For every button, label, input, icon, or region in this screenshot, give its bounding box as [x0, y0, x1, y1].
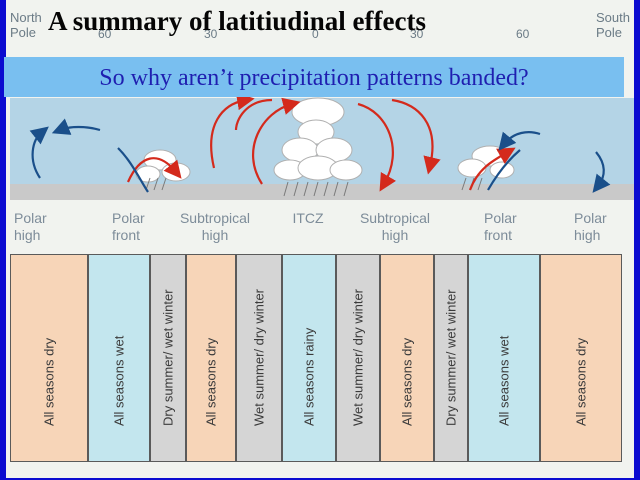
warm-air-arrows: [126, 92, 516, 192]
zone-bar: Wet summer/ dry winter: [236, 254, 282, 462]
itcz-rain: [283, 181, 349, 197]
zone-bar: All seasons wet: [88, 254, 150, 462]
zone-label: Dry summer/ wet winter: [443, 289, 459, 426]
latitude-tick: 30: [204, 27, 218, 41]
zone-label: All seasons rainy: [301, 327, 317, 426]
pressure-label-subtropical-high: Subtropical high: [359, 210, 431, 243]
pressure-label-polar-high: Polar high: [14, 210, 47, 243]
slide-title: A summary of latitiudinal effects: [48, 6, 426, 36]
zone-bar: Dry summer/ wet winter: [150, 254, 186, 462]
zone-bar: Wet summer/ dry winter: [336, 254, 380, 462]
zone-label: All seasons dry: [573, 337, 589, 426]
zone-bar: All seasons dry: [186, 254, 236, 462]
south-front-cloud: [457, 145, 515, 179]
pressure-label-itcz: ITCZ: [292, 210, 324, 226]
itcz-cloud: [273, 97, 363, 181]
climate-zone-bars: All seasons dry All seasons wet Dry summ…: [10, 254, 626, 462]
zone-bar: All seasons dry: [10, 254, 88, 462]
zone-bar: All seasons dry: [540, 254, 622, 462]
north-front-cloud: [135, 149, 191, 183]
north-pole-label: North Pole: [10, 10, 42, 40]
zone-label: All seasons dry: [399, 337, 415, 426]
zone-bar: All seasons wet: [468, 254, 540, 462]
zone-label: All seasons dry: [41, 337, 57, 426]
zone-label: All seasons wet: [111, 335, 127, 426]
question-banner: So why aren’t precipitation patterns ban…: [4, 57, 624, 97]
zone-label: Dry summer/ wet winter: [160, 289, 176, 426]
zone-bar: All seasons dry: [380, 254, 434, 462]
south-pole-label: South Pole: [596, 10, 630, 40]
zone-bar: Dry summer/ wet winter: [434, 254, 468, 462]
latitude-tick: 60: [98, 27, 112, 41]
pressure-label-polar-front: Polar front: [484, 210, 517, 243]
latitude-tick: 60: [516, 27, 530, 41]
zone-label: Wet summer/ dry winter: [251, 288, 267, 426]
zone-label: All seasons dry: [203, 337, 219, 426]
cold-air-arrows: [29, 118, 611, 193]
pressure-label-polar-high: Polar high: [574, 210, 607, 243]
ground-strip: [10, 184, 634, 200]
zone-label: Wet summer/ dry winter: [350, 288, 366, 426]
latitude-tick: 30: [410, 27, 424, 41]
pressure-label-polar-front: Polar front: [112, 210, 145, 243]
zone-bar: All seasons rainy: [282, 254, 336, 462]
latitude-tick: 0: [312, 27, 319, 41]
pressure-label-subtropical-high: Subtropical high: [179, 210, 251, 243]
zone-label: All seasons wet: [496, 335, 512, 426]
